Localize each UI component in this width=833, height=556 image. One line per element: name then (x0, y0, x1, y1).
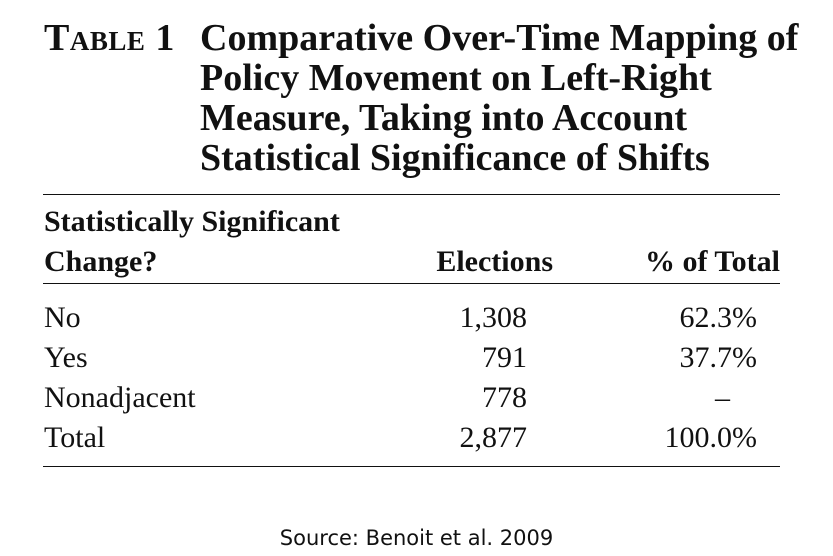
caption-line: Measure, Taking into Account (200, 97, 688, 139)
column-header-line: Statistically Significant (44, 205, 340, 238)
column-header-elections: Elections (436, 245, 553, 278)
table-label: Table 1 (44, 17, 175, 59)
column-header-percent: % of Total (644, 245, 780, 278)
table-bottom-rule (43, 466, 780, 467)
source-note: Source: Benoit et al. 2009 (279, 526, 554, 550)
row-label: Yes (44, 341, 88, 374)
header-rule (43, 283, 780, 284)
column-header-line: Change? (44, 245, 158, 278)
row-elections: 2,877 (459, 421, 528, 454)
table-row: Total 2,877 100.0% (44, 418, 780, 458)
table-row: Nonadjacent 778 – (44, 378, 780, 418)
caption-line: Statistical Significance of Shifts (200, 137, 710, 179)
row-label: No (44, 301, 81, 334)
row-elections: 778 (482, 381, 527, 414)
row-percent: 100.0% (664, 421, 758, 454)
caption-line: Policy Movement on Left-Right (200, 57, 712, 99)
table-caption: Comparative Over-Time Mapping of Policy … (200, 18, 810, 178)
caption-line: Comparative Over-Time Mapping of (200, 17, 799, 59)
row-elections: 791 (482, 341, 527, 374)
table-top-rule (43, 194, 780, 195)
table-row: Yes 791 37.7% (44, 338, 780, 378)
table-row: No 1,308 62.3% (44, 298, 780, 338)
row-percent: 62.3% (679, 301, 758, 334)
row-elections: 1,308 (459, 301, 528, 334)
row-label: Total (44, 421, 106, 454)
column-header-significance: Statistically Significant Change? (44, 202, 340, 282)
table-body: No 1,308 62.3% Yes 791 37.7% Nonadjacent… (44, 298, 780, 458)
row-percent: 37.7% (679, 341, 758, 374)
row-percent: – (715, 381, 730, 414)
row-label: Nonadjacent (44, 381, 196, 414)
